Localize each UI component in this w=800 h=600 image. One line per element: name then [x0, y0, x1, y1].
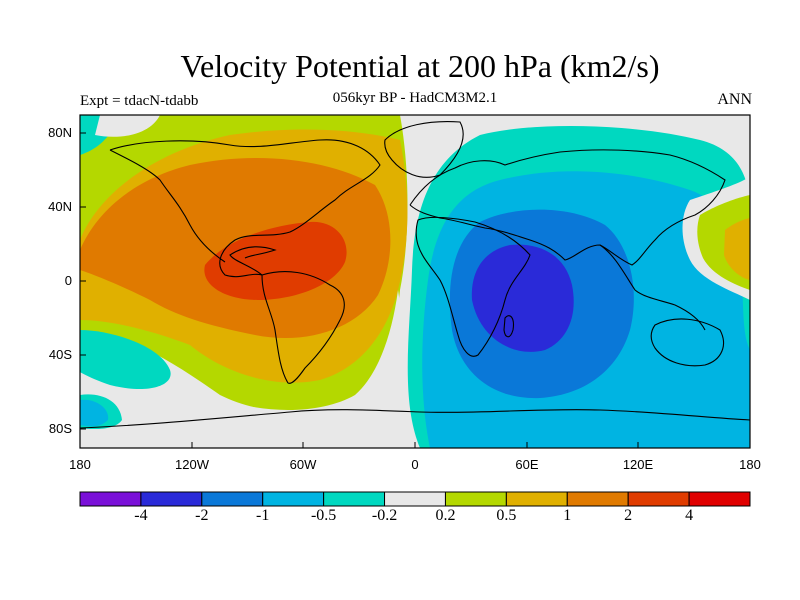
- madagascar-coast: [503, 315, 514, 338]
- colorbar-label: 0.5: [496, 507, 517, 524]
- lon-label-180e: 180: [739, 457, 761, 472]
- plot-subtitle: 056kyr BP - HadCM3M2.1: [332, 90, 498, 106]
- colorbar-box: [566, 491, 629, 507]
- colorbar: [79, 491, 751, 507]
- colorbar-label: -2: [195, 507, 209, 524]
- lon-label-60w: 60W: [289, 457, 317, 472]
- field-positive-weak-pacific: [724, 218, 750, 280]
- lon-label-60e: 60E: [515, 457, 539, 472]
- colorbar-box: [140, 491, 203, 507]
- southeast-asia-coast: [599, 244, 706, 331]
- antarctica-coast: [80, 409, 750, 429]
- lat-label-80s: 80S: [48, 421, 72, 436]
- lon-label-0: 0: [411, 457, 419, 472]
- colorbar-label: 1: [563, 507, 572, 524]
- colorbar-label: -0.2: [371, 507, 398, 524]
- colorbar-label: -1: [256, 507, 270, 524]
- experiment-label: Expt = tdacN-tdabb: [80, 93, 199, 109]
- field-neutral-atlantic-band: [210, 290, 401, 424]
- colorbar-box: [444, 491, 507, 507]
- lat-label-0: 0: [64, 273, 72, 288]
- velocity-potential-field: [80, 115, 750, 448]
- colorbar-box: [688, 491, 751, 507]
- coastlines: [80, 121, 750, 429]
- field-positive-strong-west: [204, 221, 347, 300]
- australia-coast: [650, 318, 724, 367]
- lon-label-120e: 120E: [622, 457, 654, 472]
- africa-coast: [415, 216, 531, 357]
- field-neutral-arctic: [95, 115, 160, 137]
- colorbar-box: [201, 491, 264, 507]
- axis-ticks: [79, 132, 751, 448]
- colorbar-box: [505, 491, 568, 507]
- lat-label-40s: 40S: [48, 347, 72, 362]
- plot-title: Velocity Potential at 200 hPa (km2/s): [180, 48, 660, 84]
- field-negative-strong-east: [471, 244, 574, 352]
- colorbar-box: [262, 491, 325, 507]
- colorbar-label: 2: [624, 507, 633, 524]
- colorbar-box: [627, 491, 690, 507]
- south-america-coast: [261, 271, 345, 384]
- colorbar-box: [79, 491, 142, 507]
- lat-label-80n: 80N: [48, 125, 72, 140]
- lon-label-180w: 180: [69, 457, 91, 472]
- field-negative-faint-southwest: [80, 330, 171, 390]
- colorbar-label: -4: [134, 507, 148, 524]
- colorbar-label: -0.5: [310, 507, 337, 524]
- colorbar-box: [384, 491, 446, 507]
- europe-asia-coast: [409, 149, 726, 266]
- lon-label-120w: 120W: [175, 457, 209, 472]
- colorbar-box: [323, 491, 386, 507]
- north-america-coast: [109, 139, 381, 278]
- colorbar-label: 4: [685, 507, 694, 524]
- lat-label-40n: 40N: [48, 199, 72, 214]
- field-negative-weak-southwest: [80, 399, 109, 427]
- colorbar-label: 0.2: [435, 507, 456, 524]
- season-label: ANN: [717, 91, 752, 108]
- greenland-coast: [384, 121, 464, 178]
